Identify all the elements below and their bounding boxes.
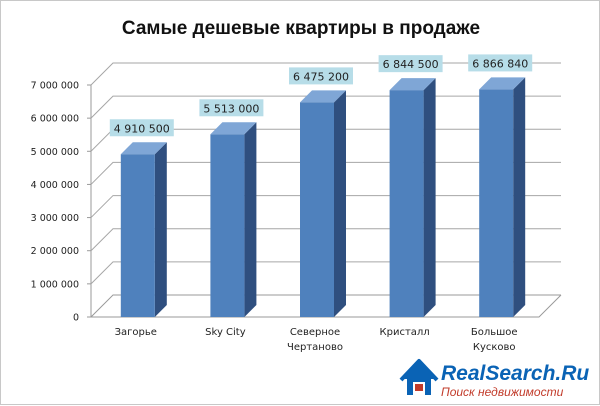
bar-front xyxy=(210,134,245,317)
data-label: 5 513 000 xyxy=(203,102,259,115)
y-tick-label: 0 xyxy=(73,313,79,324)
x-category-line: Загорье xyxy=(115,327,157,338)
x-category-label: Большое Кусково xyxy=(471,327,518,353)
bar-side xyxy=(244,122,257,317)
y-tick-label: 4 000 000 xyxy=(31,180,79,191)
bar-top xyxy=(120,142,167,155)
bar-side xyxy=(154,142,167,317)
data-label: 4 910 500 xyxy=(114,122,170,135)
y-tick-label: 2 000 000 xyxy=(31,246,79,257)
data-label: 6 866 840 xyxy=(472,57,528,70)
y-tick-label: 6 000 000 xyxy=(31,114,79,125)
data-label-box xyxy=(378,55,443,73)
y-tick-label: 3 000 000 xyxy=(31,213,79,224)
bar-front xyxy=(389,90,424,317)
bar xyxy=(479,77,526,317)
data-label-box xyxy=(199,99,264,117)
x-category-label: Северное Чертаново xyxy=(287,327,343,353)
logo-name: RealSearch.Ru xyxy=(441,362,589,385)
bar-top xyxy=(479,77,526,90)
y-tick-label: 1 000 000 xyxy=(31,279,79,290)
data-label-box xyxy=(289,67,353,85)
bar xyxy=(300,90,346,317)
house-icon xyxy=(399,359,439,395)
x-category-label: Кристалл xyxy=(380,327,430,338)
x-category-line: Sky City xyxy=(205,327,246,338)
x-category-line: Большое xyxy=(471,327,518,338)
x-category-line: Кусково xyxy=(473,342,516,353)
x-category-label: Загорье xyxy=(115,327,157,338)
bar-top xyxy=(210,122,257,135)
data-label-box xyxy=(468,54,533,72)
bar-side xyxy=(334,90,346,317)
realsearch-logo: RealSearch.Ru Поиск недвижимости xyxy=(399,359,589,399)
data-label: 6 475 200 xyxy=(293,70,349,83)
bar xyxy=(389,78,436,317)
bar-side xyxy=(423,78,436,317)
y-tick-label: 5 000 000 xyxy=(31,147,79,158)
bar xyxy=(120,142,167,317)
bar-front xyxy=(300,102,334,317)
bar-front xyxy=(120,154,155,317)
x-category-line: Кристалл xyxy=(380,327,430,338)
x-category-label: Sky City xyxy=(205,327,246,338)
y-tick-label: 7 000 000 xyxy=(31,81,79,92)
x-category-line: Чертаново xyxy=(287,342,343,353)
data-label-box xyxy=(109,119,174,137)
bar-top xyxy=(300,90,346,103)
chart-title: Самые дешевые квартиры в продаже xyxy=(122,18,480,39)
bar-top xyxy=(389,78,436,91)
x-category-line: Северное xyxy=(290,327,340,338)
logo-tagline: Поиск недвижимости xyxy=(441,385,564,399)
bar xyxy=(210,122,257,317)
bar-side xyxy=(513,77,526,317)
bar-front xyxy=(479,89,514,317)
data-label: 6 844 500 xyxy=(383,58,439,71)
